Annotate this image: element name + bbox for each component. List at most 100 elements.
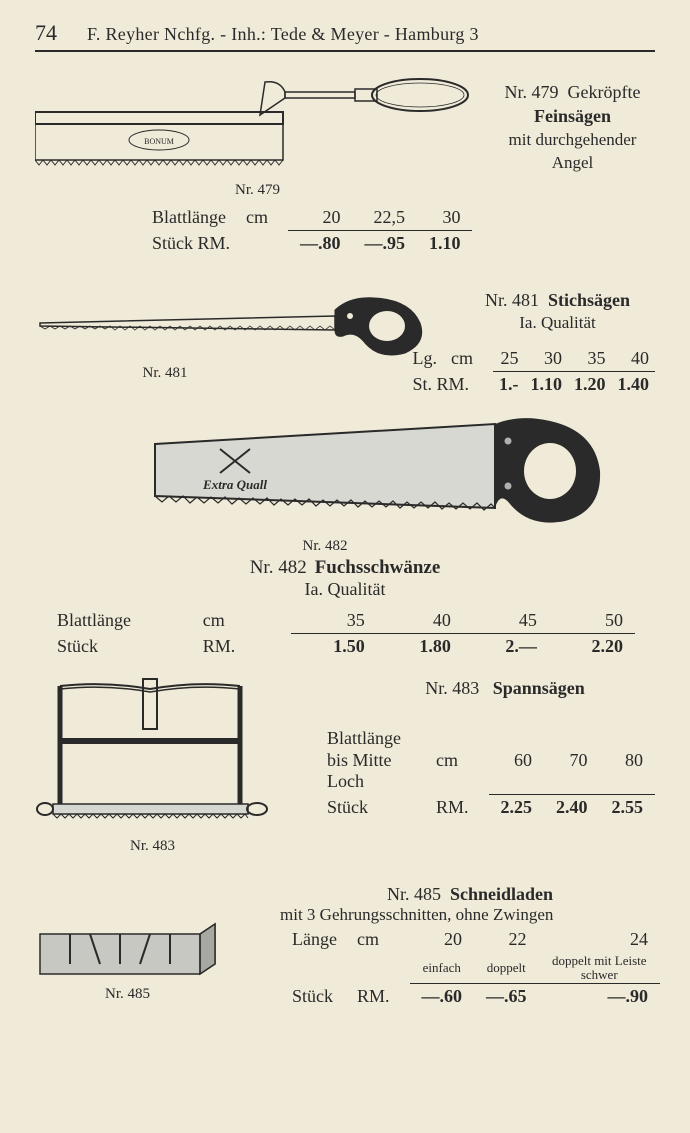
feinsaege-illustration: BONUM Nr. 479 <box>35 70 480 199</box>
table-row: Stück RM. 1.50 1.80 2.— 2.20 <box>45 634 635 660</box>
page-header: 74 F. Reyher Nchfg. - Inh.: Tede & Meyer… <box>35 20 655 52</box>
section-479: BONUM Nr. 479 Nr. 479 Gekröpfte Feinsäge… <box>35 70 655 270</box>
row-label: St. RM. <box>407 372 494 398</box>
item-485-label: Nr. 485 <box>35 986 220 1003</box>
cell: 1.10 <box>417 231 473 257</box>
item-482-name: Fuchsschwänze <box>315 557 441 578</box>
cell: 2.20 <box>549 634 635 660</box>
table-row: Stück RM. —.60 —.65 —.90 <box>280 984 660 1010</box>
row-unit: RM. <box>191 634 291 660</box>
row-label: Stück <box>280 984 345 1010</box>
table-row: Länge cm 20 22 24 <box>280 927 660 952</box>
schneidlade-illustration: Nr. 485 <box>35 919 220 1003</box>
item-481-label: Nr. 481 <box>35 365 295 382</box>
item-481-desc: Nr. 481 Stichsägen Ia. Qualität <box>460 288 655 335</box>
cell: einfach <box>410 952 475 984</box>
cell: —.60 <box>410 984 475 1010</box>
row-unit: cm <box>345 927 410 952</box>
cell: —.65 <box>474 984 539 1010</box>
row-unit: cm <box>424 726 489 795</box>
cell: 1.40 <box>612 372 656 398</box>
row-label: Blattlänge <box>140 205 234 231</box>
stichsaege-illustration: Nr. 481 <box>35 288 435 382</box>
item-479-label: Nr. 479 <box>35 182 480 199</box>
cell: 30 <box>525 346 569 372</box>
cell: 60 <box>489 726 545 795</box>
cell: 1.20 <box>568 372 612 398</box>
cell: 20 <box>410 927 475 952</box>
item-481-nr: Nr. 481 <box>485 290 539 310</box>
stamp-text: Extra Quall <box>202 477 267 492</box>
cell: 22,5 <box>352 205 417 231</box>
cell: 2.— <box>463 634 549 660</box>
section-485: Nr. 485 Nr. 485 Schneidladen mit 3 Gehru… <box>35 884 655 1029</box>
row-unit: RM. <box>345 984 410 1010</box>
item-479-name1: Gekröpfte <box>568 82 641 102</box>
cell: 25 <box>493 346 525 372</box>
item-485-sub: mit 3 Gehrungsschnitten, ohne Zwingen <box>280 905 660 925</box>
cell: 40 <box>377 608 463 634</box>
table-row: St. RM. 1.- 1.10 1.20 1.40 <box>407 372 656 398</box>
item-479-desc: Nr. 479 Gekröpfte Feinsägen mit durchgeh… <box>490 80 655 174</box>
row-unit: RM. <box>424 795 489 821</box>
cell: 1.50 <box>291 634 377 660</box>
item-483-price-table: Blattlänge bis Mitte Loch cm 60 70 80 St… <box>315 726 655 820</box>
item-481-sub: Ia. Qualität <box>460 312 655 335</box>
cell: 35 <box>568 346 612 372</box>
item-479-sub: mit durchgehender Angel <box>490 129 655 175</box>
cell: 80 <box>600 726 656 795</box>
cell: 70 <box>544 726 600 795</box>
table-row: Blattlänge cm 35 40 45 50 <box>45 608 635 634</box>
cell: 2.55 <box>600 795 656 821</box>
cell: 1.- <box>493 372 525 398</box>
spannsaege-illustration: Nr. 483 <box>35 671 270 855</box>
cell: —.90 <box>539 984 661 1010</box>
table-row: Stück RM. —.80 —.95 1.10 <box>140 231 472 257</box>
row-label: Stück <box>45 634 191 660</box>
item-481-price-table: Lg. cm 25 30 35 40 St. RM. 1.- 1.10 1.20… <box>407 346 656 397</box>
company-line: F. Reyher Nchfg. - Inh.: Tede & Meyer - … <box>87 24 479 45</box>
row-label: Blattlänge bis Mitte Loch <box>315 726 424 795</box>
page-number: 74 <box>35 20 57 46</box>
item-479-nr: Nr. 479 <box>505 82 559 102</box>
item-483-name: Spannsägen <box>493 678 585 698</box>
cell: 50 <box>549 608 635 634</box>
item-482-price-table: Blattlänge cm 35 40 45 50 Stück RM. 1.50… <box>45 608 635 659</box>
cell: 2.25 <box>489 795 545 821</box>
cell: 1.80 <box>377 634 463 660</box>
row-label: Länge <box>280 927 345 952</box>
cell: doppelt <box>474 952 539 984</box>
cell: 45 <box>463 608 549 634</box>
cell: 40 <box>612 346 656 372</box>
row-unit: cm <box>234 205 288 231</box>
item-482-label: Nr. 482 <box>150 538 500 555</box>
row-label: Stück RM. <box>140 231 288 257</box>
item-482-title: Nr. 482 Fuchsschwänze Ia. Qualität <box>35 557 655 600</box>
table-row: Lg. cm 25 30 35 40 <box>407 346 656 372</box>
section-481: Nr. 481 Nr. 481 Stichsägen Ia. Qualität … <box>35 288 655 398</box>
row-label: Stück <box>315 795 424 821</box>
section-483: Nr. 483 Nr. 483 Spannsägen Blattlänge bi… <box>35 671 655 866</box>
table-row: Blattlänge cm 20 22,5 30 <box>140 205 472 231</box>
item-485-nr: Nr. 485 <box>387 884 441 904</box>
row-unit: cm <box>191 608 291 634</box>
cell: —.80 <box>288 231 353 257</box>
item-482-nr: Nr. 482 <box>250 557 307 578</box>
item-483-desc: Nr. 483 Spannsägen <box>375 676 635 700</box>
cell: 35 <box>291 608 377 634</box>
item-479-price-table: Blattlänge cm 20 22,5 30 Stück RM. —.80 … <box>140 205 472 256</box>
cell: —.95 <box>352 231 417 257</box>
cell: 2.40 <box>544 795 600 821</box>
item-485-desc: Nr. 485 Schneidladen mit 3 Gehrungsschni… <box>280 884 660 1009</box>
item-482-sub: Ia. Qualität <box>35 579 655 600</box>
section-482: Extra Quall Nr. 482 Nr. 482 Fuchsschwänz… <box>35 416 655 661</box>
row-label: Lg. <box>407 346 446 372</box>
cell: 1.10 <box>525 372 569 398</box>
table-row: einfach doppelt doppelt mit Leiste schwe… <box>280 952 660 984</box>
item-481-name: Stichsägen <box>548 290 630 310</box>
item-479-name2: Feinsägen <box>490 104 655 128</box>
item-485-name: Schneidladen <box>450 884 553 904</box>
fuchsschwanz-illustration: Extra Quall Nr. 482 <box>150 416 610 555</box>
cell: 30 <box>417 205 473 231</box>
row-label: Blattlänge <box>45 608 191 634</box>
